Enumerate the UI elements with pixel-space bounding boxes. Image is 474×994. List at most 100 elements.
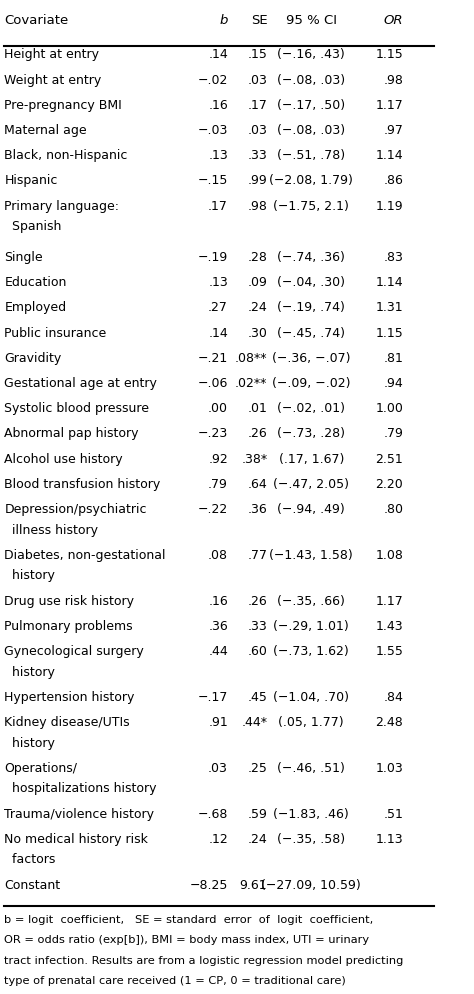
Text: .45: .45 (247, 690, 267, 703)
Text: 1.15: 1.15 (375, 49, 403, 62)
Text: 1.14: 1.14 (375, 276, 403, 289)
Text: history: history (4, 569, 55, 581)
Text: Hypertension history: Hypertension history (4, 690, 135, 703)
Text: hospitalizations history: hospitalizations history (4, 781, 157, 794)
Text: .98: .98 (247, 200, 267, 213)
Text: (−.08, .03): (−.08, .03) (277, 124, 345, 137)
Text: .80: .80 (383, 503, 403, 516)
Text: .15: .15 (247, 49, 267, 62)
Text: (−.45, .74): (−.45, .74) (277, 326, 345, 339)
Text: .24: .24 (247, 832, 267, 845)
Text: −.02: −.02 (198, 74, 228, 86)
Text: (−.35, .66): (−.35, .66) (277, 594, 345, 607)
Text: Kidney disease/UTIs: Kidney disease/UTIs (4, 716, 130, 729)
Text: Depression/psychiatric: Depression/psychiatric (4, 503, 147, 516)
Text: −.23: −.23 (198, 427, 228, 440)
Text: .99: .99 (247, 174, 267, 187)
Text: .17: .17 (208, 200, 228, 213)
Text: 2.51: 2.51 (375, 452, 403, 465)
Text: 1.15: 1.15 (375, 326, 403, 339)
Text: Primary language:: Primary language: (4, 200, 119, 213)
Text: 2.48: 2.48 (375, 716, 403, 729)
Text: Single: Single (4, 250, 43, 263)
Text: Abnormal pap history: Abnormal pap history (4, 427, 139, 440)
Text: (.17, 1.67): (.17, 1.67) (279, 452, 344, 465)
Text: Blood transfusion history: Blood transfusion history (4, 477, 161, 490)
Text: (−27.09, 10.59): (−27.09, 10.59) (261, 878, 361, 891)
Text: .26: .26 (247, 594, 267, 607)
Text: 95 % CI: 95 % CI (286, 14, 337, 27)
Text: .84: .84 (383, 690, 403, 703)
Text: .13: .13 (208, 276, 228, 289)
Text: .51: .51 (383, 807, 403, 820)
Text: Gravidity: Gravidity (4, 352, 62, 365)
Text: .12: .12 (208, 832, 228, 845)
Text: 1.14: 1.14 (375, 149, 403, 162)
Text: Systolic blood pressure: Systolic blood pressure (4, 402, 149, 414)
Text: b = logit  coefficient,   SE = standard  error  of  logit  coefficient,: b = logit coefficient, SE = standard err… (4, 913, 374, 924)
Text: 1.17: 1.17 (375, 594, 403, 607)
Text: −.03: −.03 (198, 124, 228, 137)
Text: (−1.75, 2.1): (−1.75, 2.1) (273, 200, 349, 213)
Text: .38*: .38* (241, 452, 267, 465)
Text: Pre-pregnancy BMI: Pre-pregnancy BMI (4, 98, 122, 111)
Text: 1.13: 1.13 (375, 832, 403, 845)
Text: .79: .79 (208, 477, 228, 490)
Text: −.21: −.21 (198, 352, 228, 365)
Text: .60: .60 (247, 644, 267, 657)
Text: (−1.43, 1.58): (−1.43, 1.58) (269, 549, 353, 562)
Text: (−.94, .49): (−.94, .49) (277, 503, 345, 516)
Text: (−2.08, 1.79): (−2.08, 1.79) (269, 174, 353, 187)
Text: .16: .16 (208, 98, 228, 111)
Text: .83: .83 (383, 250, 403, 263)
Text: (−.09, −.02): (−.09, −.02) (272, 377, 350, 390)
Text: OR: OR (383, 14, 403, 27)
Text: (−.04, .30): (−.04, .30) (277, 276, 345, 289)
Text: b: b (219, 14, 228, 27)
Text: .16: .16 (208, 594, 228, 607)
Text: (−.73, 1.62): (−.73, 1.62) (273, 644, 349, 657)
Text: −.06: −.06 (198, 377, 228, 390)
Text: .26: .26 (247, 427, 267, 440)
Text: .36: .36 (208, 619, 228, 632)
Text: No medical history risk: No medical history risk (4, 832, 148, 845)
Text: OR = odds ratio (exp[b]), BMI = body mass index, UTI = urinary: OR = odds ratio (exp[b]), BMI = body mas… (4, 934, 370, 944)
Text: .08**: .08** (235, 352, 267, 365)
Text: Operations/: Operations/ (4, 761, 77, 774)
Text: Gestational age at entry: Gestational age at entry (4, 377, 157, 390)
Text: .79: .79 (383, 427, 403, 440)
Text: illness history: illness history (4, 523, 99, 536)
Text: .27: .27 (208, 301, 228, 314)
Text: .92: .92 (208, 452, 228, 465)
Text: Hispanic: Hispanic (4, 174, 58, 187)
Text: .59: .59 (247, 807, 267, 820)
Text: (−.19, .74): (−.19, .74) (277, 301, 345, 314)
Text: .14: .14 (208, 49, 228, 62)
Text: 2.20: 2.20 (375, 477, 403, 490)
Text: .03: .03 (247, 74, 267, 86)
Text: (−1.83, .46): (−1.83, .46) (273, 807, 349, 820)
Text: (.05, 1.77): (.05, 1.77) (278, 716, 344, 729)
Text: 1.00: 1.00 (375, 402, 403, 414)
Text: .09: .09 (247, 276, 267, 289)
Text: .24: .24 (247, 301, 267, 314)
Text: .02**: .02** (235, 377, 267, 390)
Text: (−.51, .78): (−.51, .78) (277, 149, 345, 162)
Text: .86: .86 (383, 174, 403, 187)
Text: (−.35, .58): (−.35, .58) (277, 832, 345, 845)
Text: .77: .77 (247, 549, 267, 562)
Text: 1.08: 1.08 (375, 549, 403, 562)
Text: .97: .97 (383, 124, 403, 137)
Text: (−.47, 2.05): (−.47, 2.05) (273, 477, 349, 490)
Text: Height at entry: Height at entry (4, 49, 100, 62)
Text: Weight at entry: Weight at entry (4, 74, 101, 86)
Text: .03: .03 (208, 761, 228, 774)
Text: −.17: −.17 (198, 690, 228, 703)
Text: −8.25: −8.25 (190, 878, 228, 891)
Text: 1.19: 1.19 (375, 200, 403, 213)
Text: Trauma/violence history: Trauma/violence history (4, 807, 155, 820)
Text: history: history (4, 736, 55, 748)
Text: Public insurance: Public insurance (4, 326, 107, 339)
Text: Covariate: Covariate (4, 14, 69, 27)
Text: .91: .91 (208, 716, 228, 729)
